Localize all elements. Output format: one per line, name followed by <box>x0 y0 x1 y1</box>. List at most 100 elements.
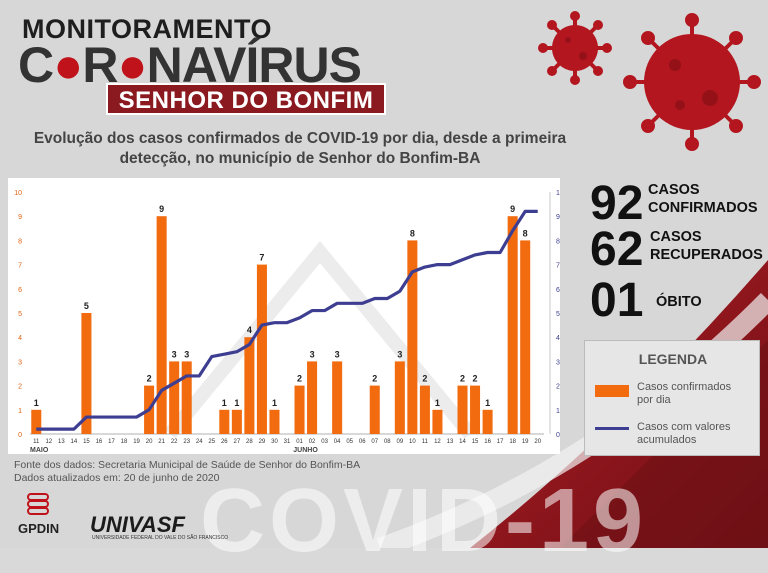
month-label: JUNHO <box>293 447 318 454</box>
bar <box>470 385 481 434</box>
bar-value-label: 2 <box>297 374 302 384</box>
legend-bars-label: Casos confirmados por dia <box>637 381 731 407</box>
x-tick-label: 05 <box>346 439 353 445</box>
x-tick-label: 16 <box>96 439 103 445</box>
x-tick-label: 03 <box>321 439 328 445</box>
x-tick-label: 12 <box>434 439 441 445</box>
recovered-count: 62 <box>590 223 644 276</box>
bar-value-label: 2 <box>147 374 152 384</box>
confirmed-label-line1: CASOS <box>648 182 700 198</box>
bar <box>269 409 280 434</box>
cases-chart: 0123456789100102030405060708090100111121… <box>8 178 560 454</box>
chart-title-line1: Evolução dos casos confirmados de COVID-… <box>33 130 567 147</box>
x-tick-label: 06 <box>359 439 366 445</box>
right-axis-tick-label: 70 <box>556 263 560 270</box>
bar <box>419 385 430 434</box>
bar <box>294 385 305 434</box>
left-axis-tick-label: 10 <box>14 190 22 197</box>
right-axis-tick-label: 50 <box>556 311 560 318</box>
x-tick-label: 19 <box>133 439 140 445</box>
updated-line: Dados atualizados em: 20 de junho de 202… <box>14 472 220 484</box>
bar <box>332 361 343 434</box>
x-tick-label: 02 <box>309 439 316 445</box>
bar-value-label: 1 <box>222 398 227 408</box>
bar <box>457 385 468 434</box>
bar-value-label: 1 <box>435 398 440 408</box>
legend-bar-swatch <box>595 385 629 397</box>
left-axis-tick-label: 0 <box>18 432 22 439</box>
x-tick-label: 26 <box>221 439 228 445</box>
x-tick-label: 20 <box>534 439 541 445</box>
x-tick-label: 01 <box>296 439 303 445</box>
title-monitoramento: MONITORAMENTO <box>22 14 273 44</box>
x-tick-label: 21 <box>158 439 165 445</box>
chart-title-line2: detecção, no município de Senhor do Bonf… <box>119 150 481 167</box>
confirmed-count: 92 <box>590 177 644 230</box>
bar <box>181 361 192 434</box>
right-axis-tick-label: 40 <box>556 335 560 342</box>
stat-recovered: 62 <box>590 226 643 274</box>
right-axis-tick-label: 30 <box>556 359 560 366</box>
right-axis-tick-label: 10 <box>556 408 560 415</box>
bar <box>432 409 443 434</box>
city-banner: SENHOR DO BONFIM <box>106 83 386 115</box>
left-axis-tick-label: 2 <box>18 384 22 391</box>
bar <box>231 409 242 434</box>
bar-value-label: 9 <box>510 204 515 214</box>
bar-value-label: 5 <box>84 301 89 311</box>
x-tick-label: 16 <box>484 439 491 445</box>
gpdin-logo-text: GPDIN <box>18 521 60 536</box>
bar-value-label: 1 <box>234 398 239 408</box>
legend: LEGENDA Casos confirmados por dia Casos … <box>584 340 760 456</box>
x-tick-label: 18 <box>121 439 128 445</box>
virus-illustration-icon <box>538 11 761 151</box>
bar-value-label: 8 <box>523 228 528 238</box>
x-tick-label: 11 <box>33 439 40 445</box>
bar-value-label: 3 <box>184 349 189 359</box>
x-tick-label: 18 <box>509 439 516 445</box>
bar <box>507 216 518 434</box>
x-tick-label: 29 <box>259 439 266 445</box>
bar-value-label: 1 <box>485 398 490 408</box>
bar <box>244 337 255 434</box>
x-tick-label: 20 <box>146 439 153 445</box>
right-axis-tick-label: 80 <box>556 238 560 245</box>
chart-title: Evolução dos casos confirmados de COVID-… <box>20 129 580 169</box>
x-tick-label: 23 <box>183 439 190 445</box>
source-line: Fonte dos dados: Secretaria Municipal de… <box>14 459 361 471</box>
x-tick-label: 30 <box>271 439 278 445</box>
univasf-logo: UNIVASF <box>90 512 185 537</box>
bar <box>520 240 531 434</box>
univasf-logo-subtitle: UNIVERSIDADE FEDERAL DO VALE DO SÃO FRAN… <box>92 535 229 541</box>
left-axis-tick-label: 3 <box>18 359 22 366</box>
legend-line-label: Casos com valores acumulados <box>637 421 731 447</box>
right-axis-tick-label: 0 <box>556 432 560 439</box>
left-axis-tick-label: 7 <box>18 263 22 270</box>
deaths-label: ÓBITO <box>656 294 702 310</box>
bar <box>219 409 230 434</box>
bar <box>482 409 493 434</box>
recovered-label: CASOS RECUPERADOS <box>650 228 763 264</box>
bar-value-label: 3 <box>310 349 315 359</box>
bar-value-label: 3 <box>335 349 340 359</box>
stat-deaths: 01 <box>590 277 643 325</box>
x-tick-label: 14 <box>71 439 78 445</box>
x-tick-label: 25 <box>208 439 215 445</box>
bar-value-label: 1 <box>34 398 39 408</box>
left-axis-tick-label: 8 <box>18 238 22 245</box>
legend-line-swatch <box>595 427 629 430</box>
legend-line-line2: acumulados <box>637 434 697 446</box>
x-tick-label: 24 <box>196 439 203 445</box>
covid-watermark: COVID-19 <box>200 471 648 571</box>
bar <box>369 385 380 434</box>
right-axis-tick-label: 60 <box>556 287 560 294</box>
bar-value-label: 4 <box>247 325 252 335</box>
x-tick-label: 19 <box>522 439 529 445</box>
chart-background <box>8 178 560 454</box>
x-tick-label: 09 <box>396 439 403 445</box>
deaths-count: 01 <box>590 274 644 327</box>
legend-bars-line2: por dia <box>637 394 671 406</box>
bar-value-label: 1 <box>272 398 277 408</box>
virus-o-icon: ● <box>53 37 83 93</box>
bar <box>256 264 267 434</box>
